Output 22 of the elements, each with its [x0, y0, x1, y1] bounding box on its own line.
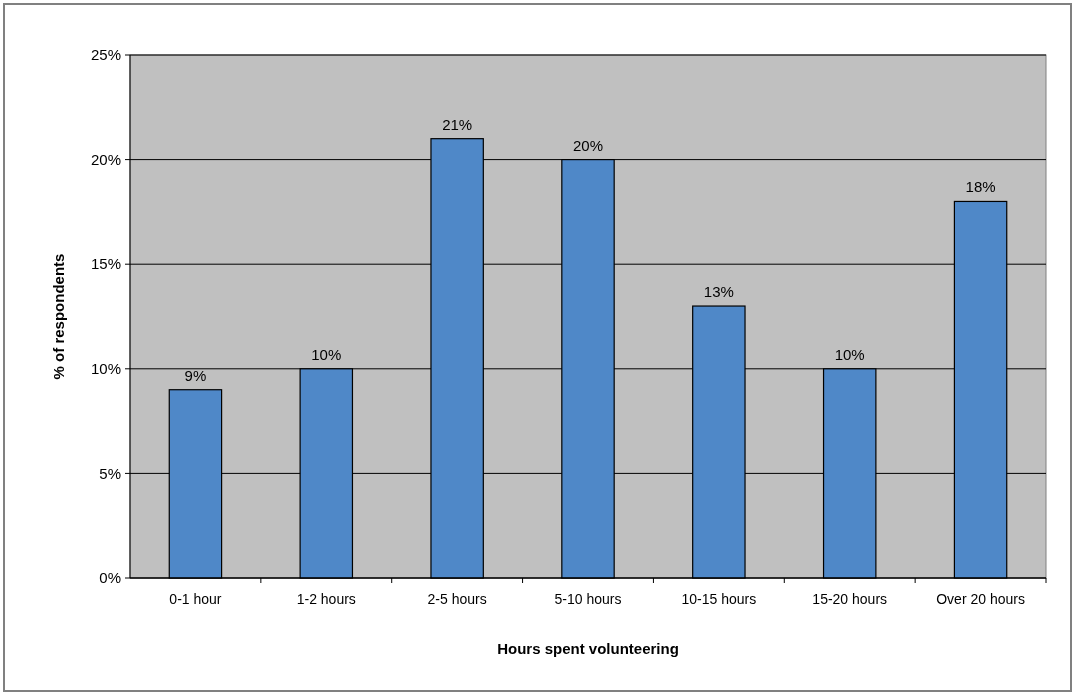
- y-tick-label: 15%: [90, 255, 121, 273]
- data-label: 13%: [703, 283, 734, 301]
- x-tick-label: 5-10 hours: [554, 591, 622, 607]
- data-label: 10%: [311, 345, 342, 363]
- y-axis-title: % of respondents: [50, 253, 67, 380]
- data-label: 10%: [834, 345, 865, 363]
- x-tick-label: 10-15 hours: [681, 591, 757, 607]
- data-label: 21%: [442, 115, 473, 133]
- y-tick-label: 5%: [99, 464, 121, 482]
- x-tick-label: 1-2 hours: [296, 591, 356, 607]
- y-tick-label: 25%: [90, 46, 121, 64]
- y-tick-label: 0%: [99, 569, 121, 587]
- data-label: 18%: [965, 178, 996, 196]
- y-tick-label: 20%: [90, 150, 121, 168]
- x-axis-title: Hours spent volunteering: [497, 640, 679, 657]
- y-tick-label: 10%: [90, 360, 121, 378]
- data-label: 20%: [572, 136, 604, 154]
- x-tick-label: 0-1 hour: [169, 591, 222, 607]
- x-tick-label: 15-20 hours: [812, 591, 888, 607]
- x-tick-label: 2-5 hours: [427, 591, 487, 607]
- x-tick-label: Over 20 hours: [936, 591, 1025, 607]
- data-label: 9%: [184, 366, 207, 384]
